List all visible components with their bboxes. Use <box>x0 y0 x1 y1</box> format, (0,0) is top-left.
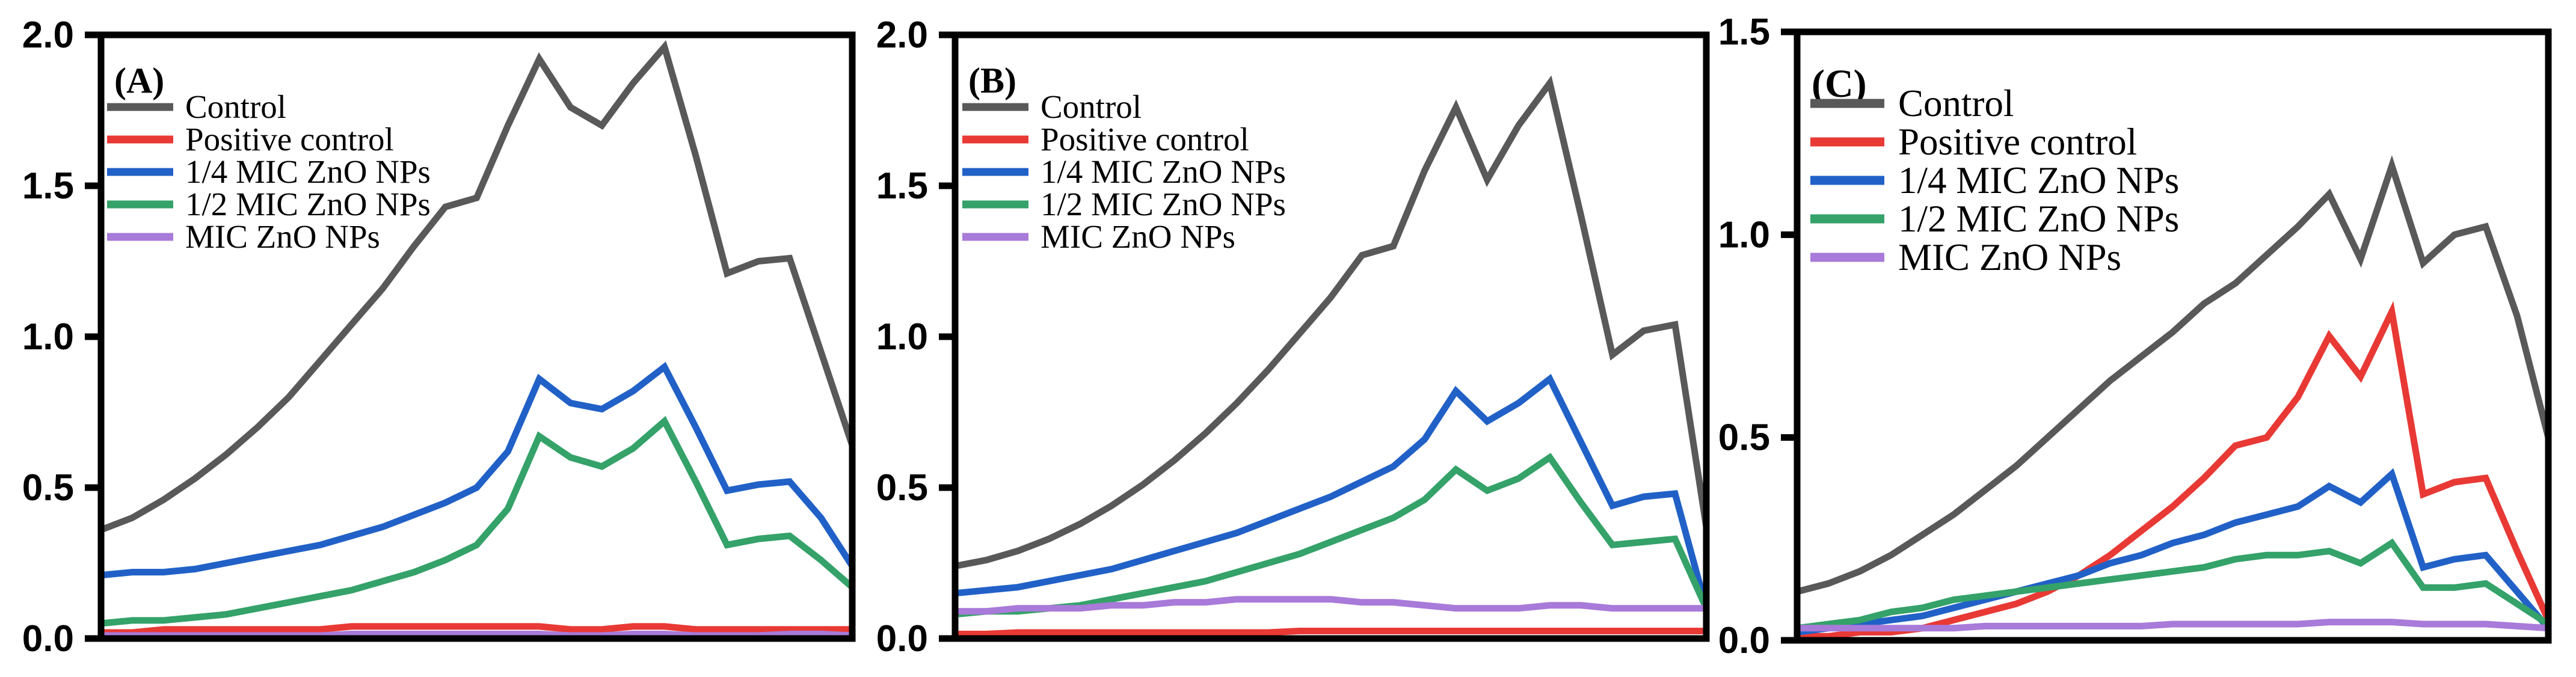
legend-label: MIC ZnO NPs <box>1898 236 2121 278</box>
curve-1-2-mic-zno-nps <box>100 415 855 627</box>
curve-positive-control <box>955 628 1706 637</box>
panel-label: (C) <box>1812 62 1867 106</box>
axis-frame <box>1794 28 2552 644</box>
legend-label: 1/4 MIC ZnO NPs <box>1041 153 1286 190</box>
legend-label: Positive control <box>1041 121 1249 158</box>
legend-label: 1/2 MIC ZnO NPs <box>1898 198 2179 240</box>
curve-control <box>100 40 856 533</box>
curve-1-4-mic-zno-nps <box>954 373 1710 610</box>
y-tick-label: 0.5 <box>876 467 928 509</box>
curve-positive-control <box>101 623 852 636</box>
y-tick-label: 1.5 <box>876 165 928 207</box>
legend-label: Positive control <box>1898 121 2137 163</box>
curve-mic-zno-nps <box>955 596 1706 615</box>
y-tick-label: 0.0 <box>876 618 928 660</box>
y-tick-label: 0.5 <box>22 467 74 509</box>
y-tick-label: 0.0 <box>22 618 74 660</box>
legend-label: Control <box>185 88 286 125</box>
y-tick-label: 0.5 <box>1718 417 1770 459</box>
curve-control <box>1796 155 2552 595</box>
legend-label: Control <box>1898 82 2014 124</box>
y-tick-label: 1.5 <box>1718 11 1770 53</box>
y-tick-label: 2.0 <box>22 14 74 56</box>
curve-1-4-mic-zno-nps <box>1797 468 2551 636</box>
panel-label: (A) <box>114 61 164 100</box>
y-tick-label: 1.0 <box>876 316 928 358</box>
curve-1-2-mic-zno-nps <box>954 453 1710 618</box>
legend-label: 1/2 MIC ZnO NPs <box>185 186 431 222</box>
curve-mic-zno-nps <box>1797 619 2549 632</box>
y-tick-label: 1.5 <box>22 165 74 207</box>
legend-label: MIC ZnO NPs <box>1041 218 1235 255</box>
y-tick-label: 2.0 <box>876 14 928 56</box>
y-tick-label: 1.0 <box>22 316 74 358</box>
legend-label: Control <box>1041 88 1142 125</box>
legend-label: MIC ZnO NPs <box>185 218 380 255</box>
panel-label: (B) <box>968 61 1016 100</box>
y-tick-label: 0.0 <box>1718 620 1770 661</box>
legend-label: 1/4 MIC ZnO NPs <box>1898 159 2179 201</box>
legend-label: 1/4 MIC ZnO NPs <box>185 153 431 190</box>
curve-1-2-mic-zno-nps <box>1797 538 2550 632</box>
y-tick-label: 1.0 <box>1718 214 1770 256</box>
curve-1-4-mic-zno-nps <box>100 361 855 579</box>
curve-control <box>954 75 1710 569</box>
legend-label: Positive control <box>185 121 394 158</box>
legend-label: 1/2 MIC ZnO NPs <box>1041 186 1286 222</box>
